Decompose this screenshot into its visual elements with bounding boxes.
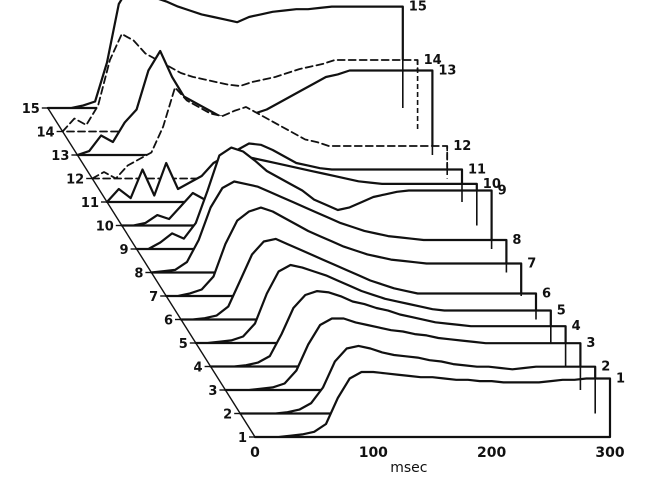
trace-index-label-right: 2: [601, 360, 610, 375]
trace-index-label-left: 11: [81, 196, 99, 211]
trace-index-label-left: 1: [238, 431, 247, 446]
trace-index-label-left: 14: [37, 126, 55, 141]
trace-index-label-right: 4: [572, 319, 581, 334]
trace-index-label-left: 8: [134, 267, 143, 282]
trace-index-label-right: 8: [512, 233, 521, 248]
x-tick-label: 200: [477, 445, 506, 461]
trace-index-label-left: 15: [22, 102, 40, 117]
trace-1: [253, 370, 612, 439]
trace-index-label-right: 15: [409, 0, 427, 15]
trace-layer: [46, 0, 612, 439]
trace-index-label-right: 3: [586, 336, 595, 351]
trace-index-label-left: 12: [66, 173, 84, 188]
x-tick-label: 0: [250, 445, 260, 461]
trace-index-label-right: 1: [616, 372, 625, 387]
trace-index-label-left: 13: [51, 149, 69, 164]
trace-index-label-right: 10: [483, 177, 501, 192]
trace-index-label-left: 2: [223, 408, 232, 423]
trace-index-label-right: 6: [542, 287, 551, 302]
x-axis-title: msec: [390, 460, 427, 476]
x-tick-label: 300: [595, 445, 624, 461]
trace-index-label-left: 4: [194, 361, 203, 376]
trace-index-label-right: 11: [468, 163, 486, 178]
trace-index-label-left: 5: [179, 337, 188, 352]
trace-index-label-left: 7: [149, 290, 158, 305]
trace-index-label-left: 6: [164, 314, 173, 329]
x-tick-label: 100: [359, 445, 388, 461]
trace-index-label-right: 12: [453, 139, 471, 154]
label-layer: 0 100 200 300msec15151414131312121111101099…: [22, 0, 625, 476]
trace-index-label-left: 9: [120, 243, 129, 258]
trace-end-marker-layer: [401, 6, 611, 437]
trace-index-label-right: 14: [424, 53, 442, 68]
trace-index-label-right: 5: [557, 304, 566, 319]
trace-index-label-right: 9: [498, 184, 507, 199]
trace-12: [91, 86, 449, 180]
trace-index-label-left: 10: [96, 220, 114, 235]
trace-5: [194, 263, 552, 345]
trace-index-label-left: 3: [208, 384, 217, 399]
trace-index-label-right: 13: [438, 64, 456, 79]
trace-index-label-right: 7: [527, 257, 536, 272]
